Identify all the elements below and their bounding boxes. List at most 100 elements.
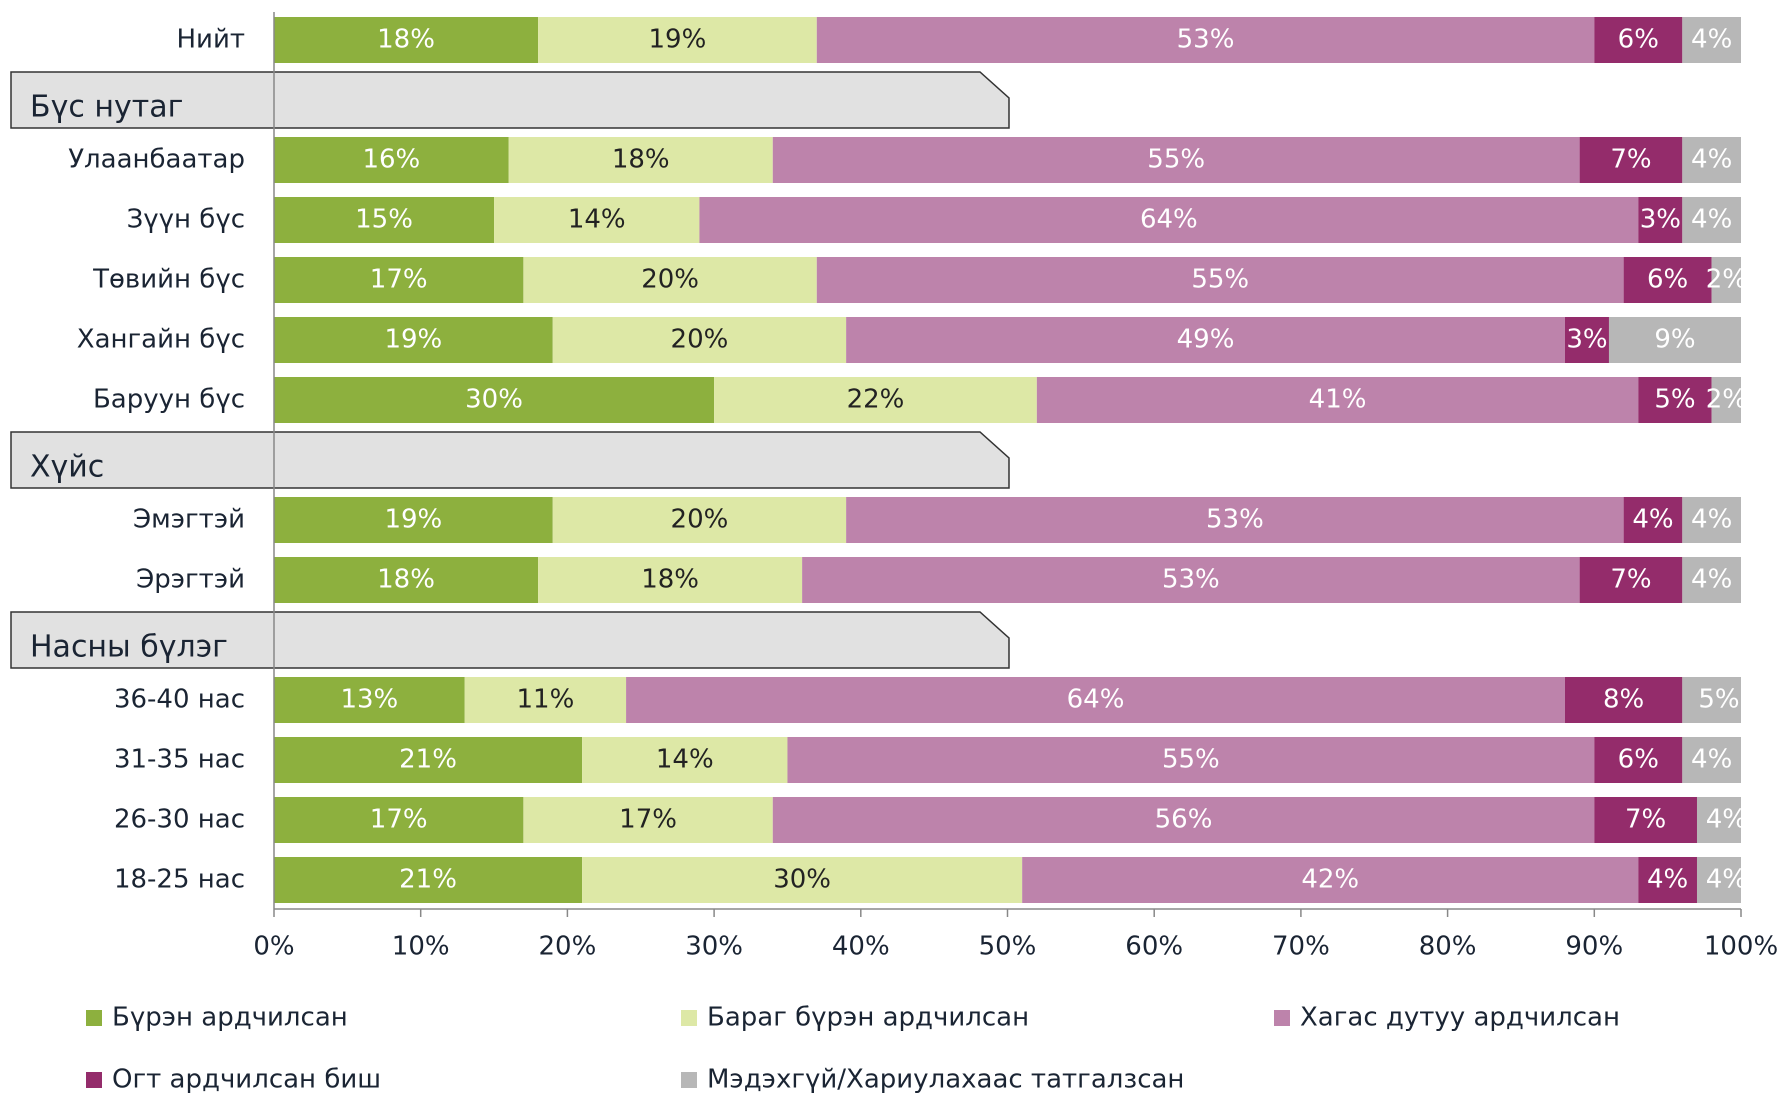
bar-segment [523,797,773,843]
bar-segment [1682,677,1741,723]
bar-segment [523,257,817,303]
value-label: 19% [384,505,442,535]
value-label: 4% [1647,865,1688,895]
bar-segment [772,797,1595,843]
y-tick-label: Нийт [177,25,246,55]
value-label: 41% [1309,385,1367,415]
value-label: 53% [1177,25,1235,55]
value-label: 49% [1177,325,1235,355]
x-tick-label: 60% [1125,932,1183,962]
value-label: 4% [1706,805,1747,835]
legend-swatch [1274,1010,1290,1026]
bar-segment [582,857,1023,903]
bar-segment [772,137,1580,183]
value-label: 55% [1162,745,1220,775]
y-tick-label: Баруун бүс [93,385,245,415]
bar-segment [1623,497,1683,543]
bar-segment [464,677,627,723]
value-label: 6% [1647,265,1688,295]
value-label: 15% [355,205,413,235]
value-label: 5% [1698,685,1739,715]
bar-segment [508,137,773,183]
value-label: 56% [1155,805,1213,835]
bar-segment [816,17,1595,63]
bar-segment [1022,857,1639,903]
value-label: 22% [847,385,905,415]
value-label: 42% [1301,865,1359,895]
value-label: 9% [1654,325,1695,355]
bar-segment [274,557,539,603]
bar-segment [1638,197,1683,243]
bar-segment [1638,377,1712,423]
section-header-box [10,71,1010,129]
y-tick-label: 26-30 нас [114,805,245,835]
legend-swatch [86,1010,102,1026]
legend-label: Мэдэхгүй/Хариулахаас татгалзсан [707,1065,1184,1095]
value-label: 19% [649,25,707,55]
x-tick-label: 40% [832,932,890,962]
bar-segment [274,497,553,543]
value-label: 19% [384,325,442,355]
x-tick-label: 100% [1704,932,1778,962]
bar-segment [1594,797,1697,843]
value-label: 4% [1632,505,1673,535]
section-header-box [10,611,1010,669]
value-label: 20% [671,505,729,535]
bar-segment [552,497,847,543]
legend-label: Хагас дутуу ардчилсан [1300,1003,1620,1033]
value-label: 17% [370,805,428,835]
value-label: 4% [1691,505,1732,535]
bar-segment [582,737,788,783]
bar-segment [274,17,539,63]
value-label: 21% [399,745,457,775]
bar-segment [538,557,803,603]
x-tick-label: 70% [1272,932,1330,962]
bar-segment [1564,677,1683,723]
x-tick-label: 80% [1419,932,1477,962]
value-label: 3% [1566,325,1607,355]
value-label: 55% [1191,265,1249,295]
bar-segment [1623,257,1712,303]
bar-segment [1036,377,1639,423]
bars [274,17,1741,903]
bar-segment [274,857,583,903]
legend-swatch [681,1072,697,1088]
value-label: 53% [1206,505,1264,535]
bar-segment [274,677,465,723]
x-tick-label: 90% [1565,932,1623,962]
value-label: 17% [619,805,677,835]
value-label: 4% [1691,25,1732,55]
value-label: 4% [1691,745,1732,775]
bar-segment [1594,17,1683,63]
legend-swatch [86,1072,102,1088]
legend-label: Бараг бүрэн ардчилсан [707,1003,1029,1033]
bar-segment [274,137,509,183]
x-tick-label: 30% [685,932,743,962]
value-label: 6% [1618,25,1659,55]
bar-segment [1711,377,1741,423]
value-label: 18% [612,145,670,175]
value-label: 30% [773,865,831,895]
value-label: 7% [1610,565,1651,595]
x-tick-label: 10% [392,932,450,962]
bar-segment [274,377,715,423]
y-tick-label: Зүүн бүс [127,205,245,235]
bar-segment [1682,197,1741,243]
bar-segment [787,737,1595,783]
bar-segment [1696,797,1741,843]
bar-segment [714,377,1037,423]
value-label: 14% [568,205,626,235]
value-label: 4% [1691,565,1732,595]
section-header: Бүс нутаг [30,90,183,125]
bar-segment [1638,857,1697,903]
y-tick-label: Эрэгтэй [136,565,245,595]
section-header: Насны бүлэг [30,630,228,665]
bar-segment [538,17,817,63]
value-label: 2% [1706,385,1747,415]
x-tick-label: 20% [539,932,597,962]
value-label: 18% [377,25,435,55]
y-tick-label: 18-25 нас [114,865,245,895]
section-header-box [10,431,1010,489]
x-tick-label: 50% [979,932,1037,962]
